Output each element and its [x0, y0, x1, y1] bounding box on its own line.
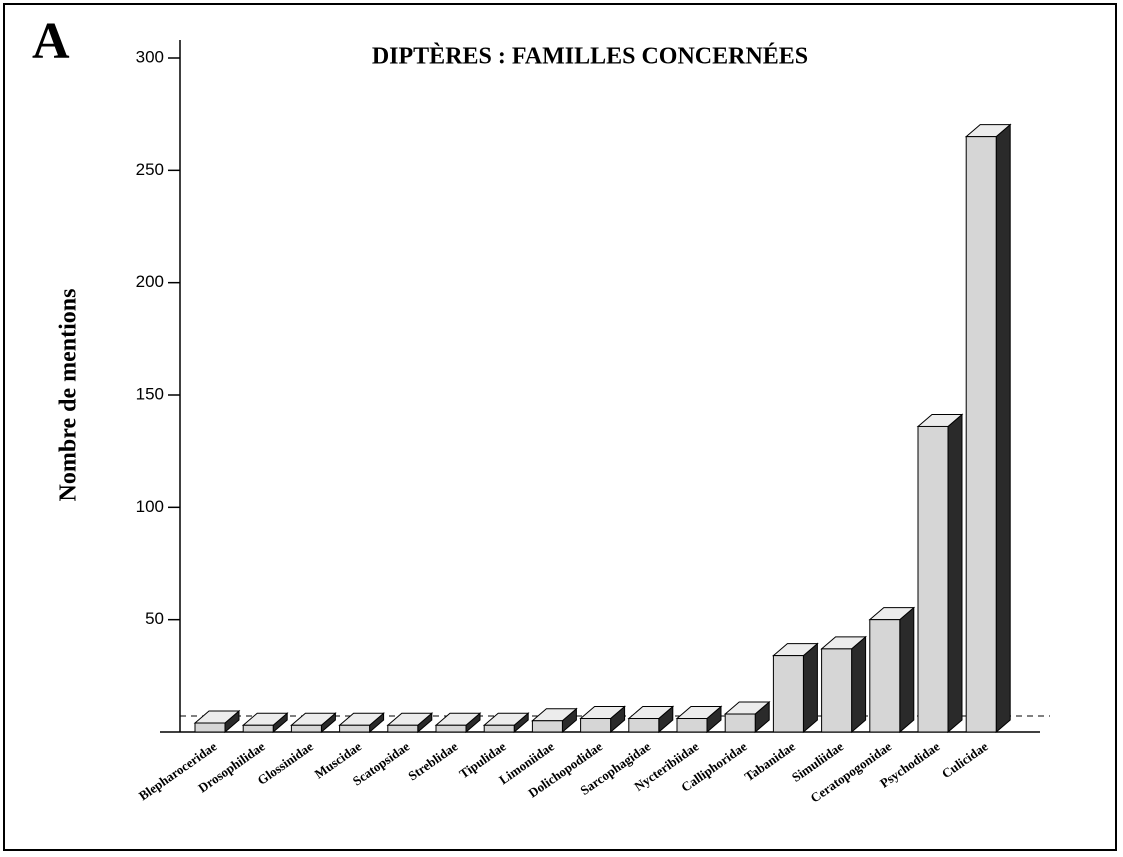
panel-label: A — [32, 13, 70, 70]
bar — [869, 619, 901, 733]
bar — [917, 425, 949, 733]
bar-side — [802, 642, 818, 734]
bar-side — [851, 635, 867, 734]
x-tick-label: Tabanidae — [742, 738, 798, 784]
bar — [290, 724, 322, 733]
x-tick-label: Streblidae — [405, 738, 460, 783]
bar-side — [899, 606, 915, 734]
y-tick-label: 300 — [136, 47, 164, 66]
x-tick-label: Ceratopogonidae — [808, 738, 895, 805]
bar — [580, 718, 612, 733]
y-tick-label: 150 — [136, 384, 164, 403]
bar — [435, 724, 467, 733]
bar — [387, 724, 419, 733]
y-tick-label: 200 — [136, 272, 164, 291]
bar — [242, 724, 274, 733]
x-tick-label: Blepharoceridae — [136, 738, 220, 803]
x-tick-label: Culicidae — [939, 738, 991, 781]
bar — [339, 724, 371, 733]
chart-title: DIPTÈRES : FAMILLES CONCERNÉES — [372, 44, 808, 70]
bar — [676, 718, 708, 733]
bar-side — [995, 123, 1011, 734]
bar — [483, 724, 515, 733]
bar — [194, 722, 226, 733]
frame — [3, 3, 1117, 851]
bar — [821, 648, 853, 733]
y-axis-label: Nombre de mentions — [56, 289, 82, 502]
bar — [772, 655, 804, 733]
y-tick-label: 100 — [136, 497, 164, 516]
y-tick-label: 50 — [145, 609, 164, 628]
bar-side — [947, 413, 963, 734]
bar — [965, 136, 997, 733]
y-tick-label: 250 — [136, 160, 164, 179]
bar — [724, 713, 756, 733]
bar — [628, 718, 660, 733]
bar — [531, 720, 563, 733]
